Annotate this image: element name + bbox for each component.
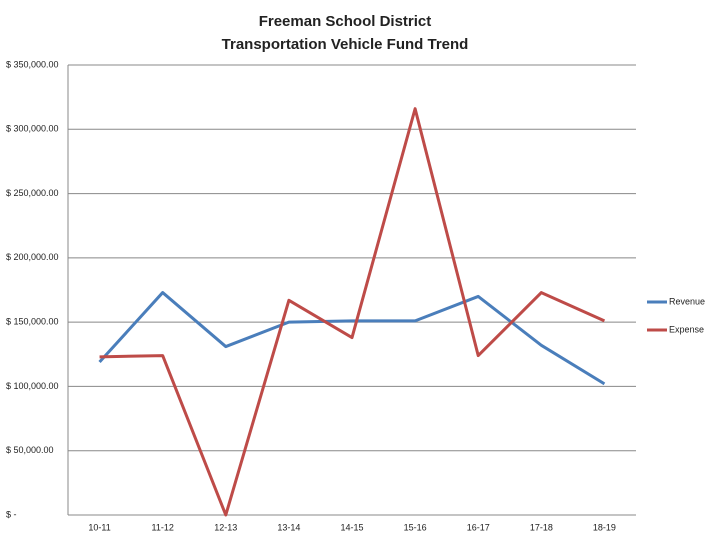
y-tick-label: $ 300,000.00 bbox=[6, 124, 59, 134]
y-tick-label: $ 250,000.00 bbox=[6, 188, 59, 198]
x-tick-label: 12-13 bbox=[214, 522, 237, 532]
x-tick-label: 17-18 bbox=[530, 522, 553, 532]
x-tick-label: 14-15 bbox=[340, 522, 363, 532]
y-tick-label: $ - bbox=[6, 509, 17, 519]
x-tick-label: 11-12 bbox=[151, 522, 173, 532]
y-tick-label: $ 50,000.00 bbox=[6, 445, 54, 455]
y-tick-label: $ 150,000.00 bbox=[6, 317, 59, 327]
chart-title: Transportation Vehicle Fund Trend bbox=[222, 36, 469, 53]
series-line bbox=[99, 107, 606, 517]
x-tick-label: 15-16 bbox=[404, 522, 427, 532]
chart-title: Freeman School District bbox=[259, 13, 432, 30]
legend-label: Expense bbox=[669, 324, 704, 334]
y-tick-label: $ 200,000.00 bbox=[6, 252, 59, 262]
legend-label: Revenue bbox=[669, 296, 705, 306]
x-tick-label: 13-14 bbox=[277, 522, 300, 532]
x-tick-label: 18-19 bbox=[593, 522, 616, 532]
x-tick-label: 10-11 bbox=[88, 522, 110, 532]
series-line bbox=[98, 291, 606, 386]
y-tick-label: $ 100,000.00 bbox=[6, 381, 59, 391]
x-tick-label: 16-17 bbox=[467, 522, 490, 532]
y-tick-label: $ 350,000.00 bbox=[6, 59, 59, 69]
